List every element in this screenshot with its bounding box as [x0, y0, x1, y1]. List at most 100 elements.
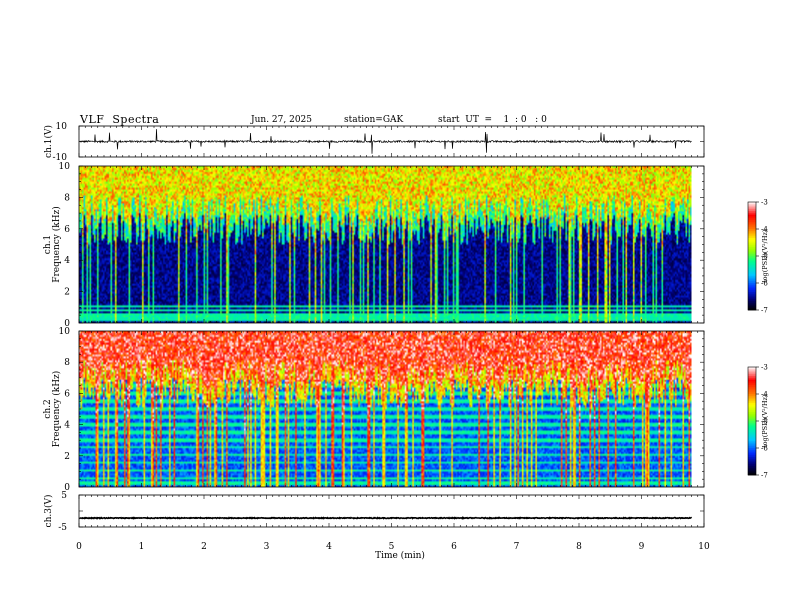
- colorbar-swatch: [748, 385, 756, 388]
- x-tick-label: 3: [264, 542, 270, 552]
- colorbar-swatch: [748, 446, 756, 449]
- colorbar-swatch: [748, 227, 756, 230]
- colorbar-swatch: [748, 413, 756, 416]
- colorbar-swatch: [748, 458, 756, 461]
- ch1-spectrogram-ylabel-frequency: Frequency (kHz): [51, 206, 62, 283]
- colorbar-swatch: [748, 462, 756, 465]
- y-tick-label: 2: [64, 288, 70, 298]
- colorbar-swatch: [748, 379, 756, 382]
- colorbar-swatch: [748, 279, 756, 282]
- colorbar-swatch: [748, 442, 756, 445]
- colorbar-swatch: [748, 252, 756, 255]
- y-tick-label: 0: [64, 483, 70, 493]
- figure-title: VLF Spectra: [80, 113, 160, 126]
- colorbar-swatch: [748, 203, 756, 206]
- colorbar-swatch: [748, 451, 756, 454]
- colorbar-swatch: [748, 293, 756, 296]
- colorbar-tick-label: -6: [761, 445, 768, 453]
- colorbar-swatch: [748, 437, 756, 440]
- colorbar-swatch: [748, 214, 756, 217]
- colorbar-swatch: [748, 377, 756, 380]
- colorbar-label: log(PSD)(V²/Hz): [761, 229, 769, 282]
- colorbar-swatch: [748, 265, 756, 268]
- ch1-spectrogram-colorbar: -3 -4 -5 -6 -7 log(PSD)(V²/Hz): [747, 199, 769, 315]
- colorbar-swatch: [748, 397, 756, 400]
- colorbar-swatch: [748, 234, 756, 237]
- colorbar-swatch: [748, 270, 756, 273]
- y-tick-label: 6: [64, 225, 70, 235]
- date-label: Jun. 27, 2025: [251, 115, 313, 125]
- x-tick-label: 4: [326, 542, 332, 552]
- colorbar-swatch: [748, 428, 756, 431]
- ch2-spectrogram: 0 2 4 6 8 10 ch.2 Frequency (kHz) -3 -4 -5 -6 -7 log(…: [43, 327, 769, 493]
- x-tick-label: 8: [576, 542, 582, 552]
- colorbar-swatch: [748, 306, 756, 309]
- colorbar-swatch: [748, 410, 756, 413]
- colorbar-swatch: [748, 394, 756, 397]
- colorbar-swatch: [748, 367, 756, 370]
- colorbar-swatch: [748, 245, 756, 248]
- ch1-spectrogram: 0 2 4 6 8 10 ch.1 Frequency (kHz) -3 -4 -5 -6 -7 log(…: [43, 162, 769, 329]
- colorbar-swatch: [748, 415, 756, 418]
- colorbar-swatch: [748, 383, 756, 386]
- colorbar-swatch: [748, 209, 756, 212]
- colorbar-swatch: [748, 426, 756, 429]
- y-tick-label: 4: [64, 256, 70, 266]
- y-tick-label: 8: [64, 193, 70, 203]
- ch1-waveform-trace: [79, 129, 692, 154]
- colorbar-tick-label: -4: [761, 226, 768, 234]
- colorbar-swatch: [748, 419, 756, 422]
- colorbar-swatch: [748, 277, 756, 280]
- colorbar-swatch: [748, 406, 756, 409]
- colorbar-swatch: [748, 440, 756, 443]
- colorbar-swatch: [748, 221, 756, 224]
- colorbar-swatch: [748, 392, 756, 395]
- colorbar-swatch: [748, 256, 756, 259]
- colorbar-swatch: [748, 449, 756, 452]
- colorbar-swatch: [748, 435, 756, 438]
- colorbar-swatch: [748, 266, 756, 269]
- colorbar-tick-label: -3: [761, 364, 768, 372]
- y-tick-label: 5: [61, 491, 67, 501]
- y-tick-label: 10: [56, 122, 68, 132]
- colorbar-swatch: [748, 372, 756, 375]
- x-tick-label: 7: [514, 542, 520, 552]
- ch1-spectrogram-image: [79, 166, 692, 323]
- colorbar-swatch: [748, 439, 756, 442]
- colorbar-swatch: [748, 225, 756, 228]
- x-tick-label: 6: [451, 542, 457, 552]
- colorbar-label: log(PSD)(V²/Hz): [761, 394, 769, 447]
- colorbar-swatch: [748, 403, 756, 406]
- colorbar-swatch: [748, 236, 756, 239]
- colorbar-swatch: [748, 257, 756, 260]
- colorbar-swatch: [748, 275, 756, 278]
- colorbar-swatch: [748, 399, 756, 402]
- colorbar-swatch: [748, 229, 756, 232]
- colorbar-swatch: [748, 230, 756, 233]
- x-tick-label: 2: [201, 542, 207, 552]
- colorbar-swatch: [748, 408, 756, 411]
- colorbar-swatch: [748, 471, 756, 474]
- colorbar-swatch: [748, 381, 756, 384]
- colorbar-swatch: [748, 404, 756, 407]
- x-tick-label: 1: [139, 542, 145, 552]
- colorbar-swatch: [748, 232, 756, 235]
- ch1-waveform-ylabel: ch.1(V): [43, 125, 54, 158]
- colorbar-swatch: [748, 460, 756, 463]
- colorbar-swatch: [748, 218, 756, 221]
- colorbar-swatch: [748, 466, 756, 469]
- colorbar-tick-label: -3: [761, 199, 768, 207]
- colorbar-swatch: [748, 288, 756, 291]
- colorbar-swatch: [748, 455, 756, 458]
- y-tick-label: -10: [53, 153, 68, 163]
- colorbar-swatch: [748, 390, 756, 393]
- colorbar-swatch: [748, 395, 756, 398]
- panel-frame-4: [78, 494, 705, 528]
- colorbar-swatch: [748, 422, 756, 425]
- station-label: station=GAK: [344, 115, 404, 125]
- colorbar-swatch: [748, 417, 756, 420]
- y-tick-label: 10: [59, 327, 71, 337]
- colorbar-swatch: [748, 421, 756, 424]
- colorbar-swatch: [748, 469, 756, 472]
- y-tick-label: 2: [64, 452, 70, 462]
